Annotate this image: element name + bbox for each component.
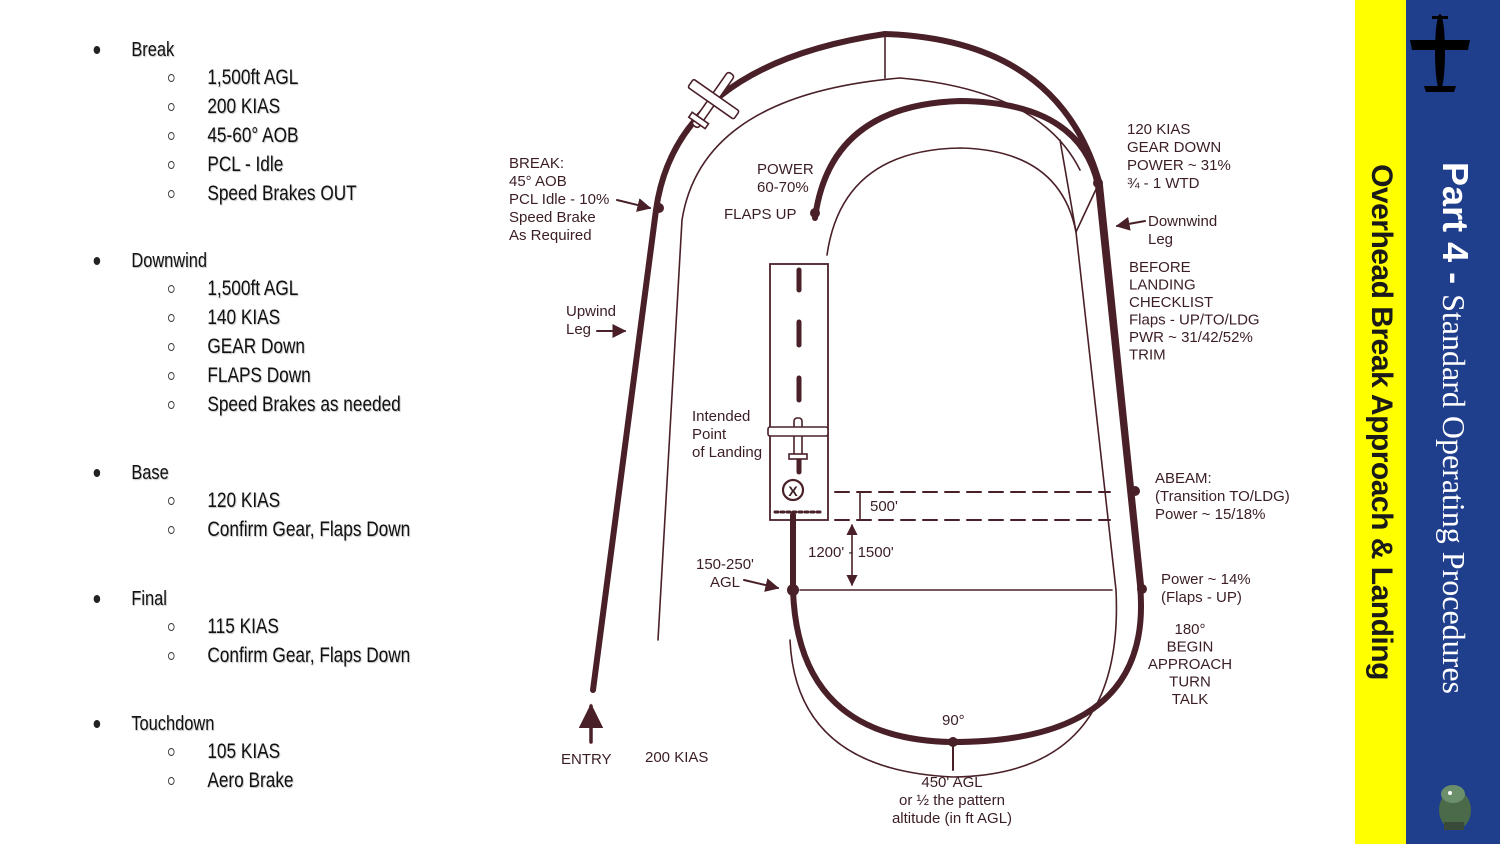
sub-bullet-icon <box>168 313 175 322</box>
list-item: 1,500ft AGL <box>207 65 299 89</box>
title-dash: - <box>1435 262 1476 295</box>
sub-bullet-icon <box>168 525 175 534</box>
sub-bullet-icon <box>168 496 175 505</box>
upwind-leg-label: Upwind Leg <box>566 303 616 338</box>
list-item: 115 KIAS <box>207 614 279 638</box>
power-label: POWER 60-70% <box>757 161 814 196</box>
list-item: FLAPS Down <box>207 363 311 387</box>
sub-bullet-icon <box>168 342 175 351</box>
section-downwind: Downwind 1,500ft AGL 140 KIAS GEAR Down … <box>92 248 452 419</box>
bullet-icon <box>93 257 101 265</box>
list-item: GEAR Down <box>207 334 305 358</box>
part-title: Part 4 - Standard Operating Procedures <box>1434 162 1476 694</box>
list-item: 45-60° AOB <box>207 123 299 147</box>
sub-bullet-icon <box>168 622 175 631</box>
agl-150-label: 150-250' AGL <box>696 556 754 591</box>
subtitle-bar <box>1355 0 1406 844</box>
section-label: Final <box>131 587 167 610</box>
upwind-leg-path <box>590 30 1144 693</box>
agl-450-label: 450' AGL or ½ the pattern altitude (in ft … <box>892 774 1012 827</box>
section-label: Break <box>131 38 175 61</box>
closed-pattern-path <box>790 97 1144 746</box>
section-touchdown: Touchdown 105 KIAS Aero Brake <box>92 711 321 795</box>
list-item: 120 KIAS <box>207 488 281 512</box>
gear-down-label: 120 KIAS GEAR DOWN POWER ~ 31% ¾ - 1 WTD <box>1127 121 1231 192</box>
sub-bullet-icon <box>168 371 175 380</box>
sub-bullet-icon <box>168 131 175 140</box>
bullet-icon <box>93 595 101 603</box>
sub-bullet-icon <box>168 651 175 660</box>
sub-bullet-icon <box>168 73 175 82</box>
section-break: Break 1,500ft AGL 200 KIAS 45-60° AOB PC… <box>92 37 398 208</box>
sub-bullet-icon <box>168 400 175 409</box>
flaps-up-label: FLAPS UP <box>724 206 797 223</box>
entry-label: ENTRY <box>561 751 612 768</box>
sub-bullet-icon <box>168 747 175 756</box>
runway <box>769 263 829 521</box>
aircraft-turning-icon <box>687 71 740 130</box>
section-base: Base 120 KIAS Confirm Gear, Flaps Down <box>92 460 463 544</box>
bullet-icon <box>93 46 101 54</box>
touchdown-point-icon <box>781 478 805 502</box>
procedure-outline: Break 1,500ft AGL 200 KIAS 45-60° AOB PC… <box>0 0 520 844</box>
intended-point-label: Intended Point of Landing <box>692 408 762 461</box>
sub-bullet-icon <box>168 284 175 293</box>
list-item: Speed Brakes OUT <box>207 181 357 205</box>
approach-turn-label: 180° BEGIN APPROACH TURN TALK <box>1148 621 1232 708</box>
squadron-mascot-icon <box>1439 785 1471 830</box>
kias-200-label: 200 KIAS <box>645 749 708 766</box>
section-subtitle: Overhead Break Approach & Landing <box>1365 164 1398 680</box>
list-item: 105 KIAS <box>207 739 281 763</box>
bullet-icon <box>93 469 101 477</box>
title-text: Standard Operating Procedures <box>1436 294 1472 694</box>
power-14-label: Power ~ 14% (Flaps - UP) <box>1161 571 1251 606</box>
outer-reference-path <box>657 77 1081 641</box>
list-item: Confirm Gear, Flaps Down <box>207 517 411 541</box>
checklist-label: BEFORE LANDING CHECKLIST Flaps - UP/TO/LDG P… <box>1129 259 1260 364</box>
list-item: Speed Brakes as needed <box>207 392 401 416</box>
sub-bullet-icon <box>168 102 175 111</box>
section-label: Touchdown <box>131 712 215 735</box>
section-final: Final 115 KIAS Confirm Gear, Flaps Down <box>92 586 463 670</box>
sub-bullet-icon <box>168 189 175 198</box>
title-bar <box>1406 0 1500 844</box>
break-label: BREAK: 45° AOB PCL Idle - 10% Speed Brake As… <box>509 155 609 244</box>
section-label: Downwind <box>131 249 208 272</box>
abeam-label: ABEAM: (Transition TO/LDG) Power ~ 15/18% <box>1155 470 1290 523</box>
sub-bullet-icon <box>168 776 175 785</box>
part-number: Part 4 <box>1435 162 1476 263</box>
aircraft-silhouette-icon <box>1410 14 1470 92</box>
list-item: Confirm Gear, Flaps Down <box>207 643 411 667</box>
inner-reference-path <box>789 147 1118 778</box>
list-item: 1,500ft AGL <box>207 276 299 300</box>
downwind-leg-label: Downwind Leg <box>1148 213 1217 248</box>
sub-bullet-icon <box>168 160 175 169</box>
overhead-pattern-diagram: X BREAK: 45° AOB PCL Idle - 10% Speed Brake… <box>509 30 1290 827</box>
section-label: Base <box>131 461 169 484</box>
list-item: Aero Brake <box>207 768 294 792</box>
list-item: 140 KIAS <box>207 305 281 329</box>
distance-1200-label: 1200' - 1500' <box>808 544 894 561</box>
aircraft-landing-icon <box>767 417 829 460</box>
list-item: PCL - Idle <box>207 152 284 176</box>
list-item: 200 KIAS <box>207 94 281 118</box>
touchdown-x: X <box>788 483 798 499</box>
bullet-icon <box>93 720 101 728</box>
deg-90-label: 90° <box>942 712 965 729</box>
distance-500-label: 500' <box>870 498 898 515</box>
